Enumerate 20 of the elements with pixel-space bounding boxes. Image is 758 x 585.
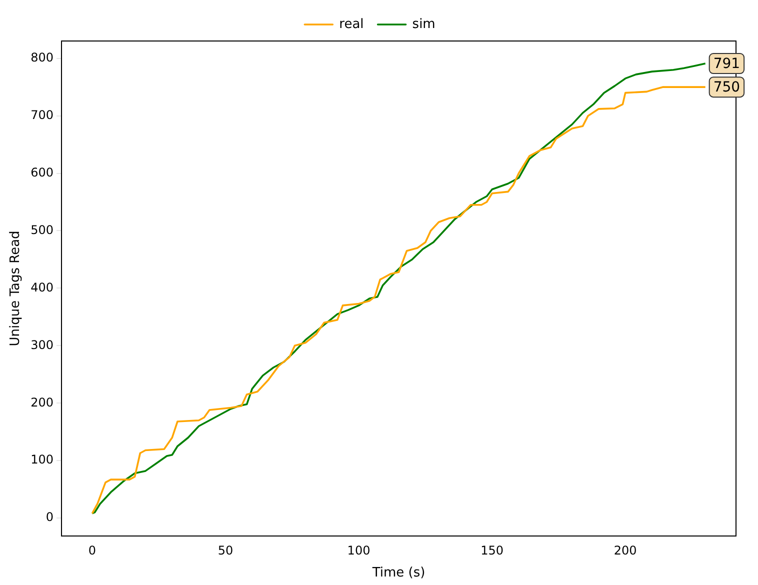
- x-tick-label: 0: [88, 543, 96, 558]
- y-tick-label: 800: [30, 50, 54, 64]
- x-tick-label: 100: [347, 543, 370, 558]
- x-axis-title: Time (s): [371, 566, 426, 581]
- legend-label: sim: [412, 16, 436, 32]
- y-tick-label: 200: [30, 395, 54, 410]
- y-tick-label: 300: [30, 338, 54, 352]
- annotation: 791: [713, 56, 740, 72]
- y-tick-label: 700: [30, 108, 54, 122]
- y-axis-title: Unique Tags Read: [8, 230, 24, 346]
- x-tick-label: 50: [218, 543, 234, 558]
- y-tick-label: 600: [30, 165, 54, 180]
- y-tick-label: 0: [46, 510, 54, 524]
- y-tick-label: 100: [30, 452, 54, 467]
- x-tick-label: 150: [480, 543, 504, 558]
- legend-label: real: [339, 16, 364, 32]
- y-tick-label: 400: [30, 280, 54, 294]
- annotation: 750: [713, 80, 740, 96]
- y-tick-label: 500: [30, 222, 54, 237]
- x-tick-label: 200: [614, 543, 637, 558]
